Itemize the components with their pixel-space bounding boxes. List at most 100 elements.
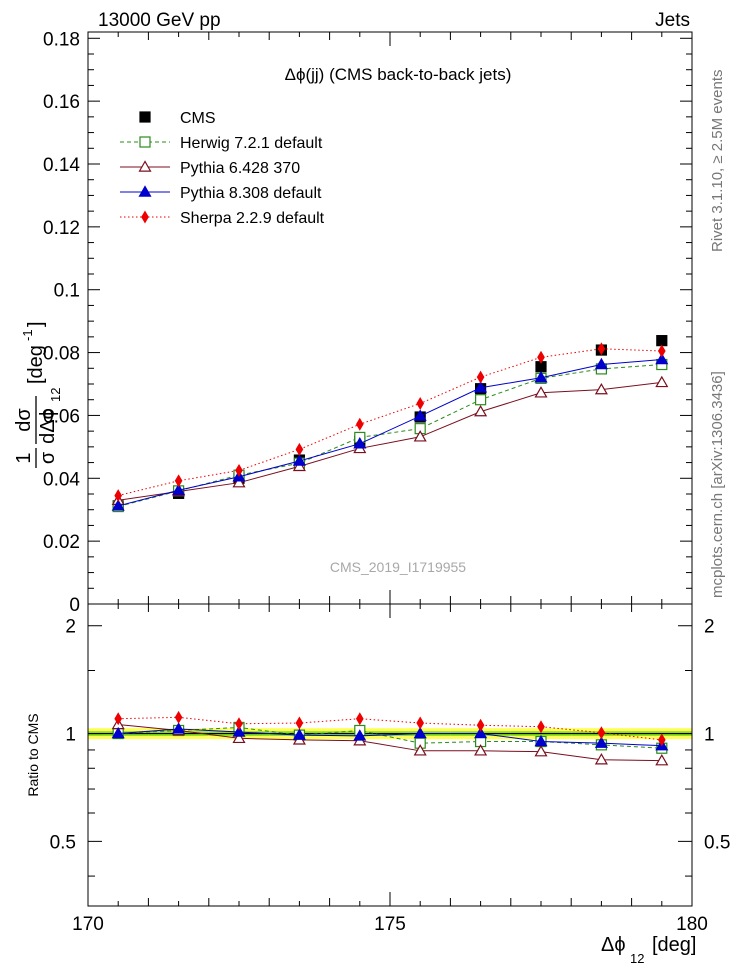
main-point-pythia-6-428-370: [232, 475, 246, 488]
main-y-tick-label: 0.12: [43, 218, 80, 239]
ylabel-unit: [deg: [25, 345, 47, 384]
legend-marker: [138, 185, 152, 197]
ylabel-fraction-numerator: 1: [13, 452, 35, 463]
ratio-point-sherpa-2-2-9-default: [537, 720, 545, 734]
rivet-label: Rivet 3.1.10, ≥ 2.5M events: [709, 70, 726, 253]
main-point-pythia-6-428-370: [594, 382, 608, 395]
ratio-point-pythia-8-308-default: [353, 729, 367, 741]
main-point-pythia-6-428-370: [413, 430, 427, 442]
ratio-point-pythia-6-428-370: [534, 744, 548, 757]
main-point-pythia-8-308-default: [353, 437, 367, 449]
ratio-point-pythia-8-308-default: [232, 725, 246, 737]
ratio-point-pythia-8-308-default: [594, 736, 608, 748]
main-point-sherpa-2-2-9-default: [174, 474, 183, 488]
ylabel-derivative-subscript: 12: [48, 388, 63, 402]
ratio-x-tick-label: 175: [374, 914, 406, 935]
main-line-pythia-6-428-370: [118, 381, 662, 501]
ratio-frame: [87, 603, 693, 907]
main-point-sherpa-2-2-9-default: [235, 463, 243, 477]
ratio-panel: 0.5 0.5 1 12 2 170 175 180 Ratio to CMS Δϕ 12 …: [25, 603, 730, 966]
main-point-pythia-6-428-370: [474, 404, 488, 417]
main-point-sherpa-2-2-9-default: [597, 342, 606, 356]
ylabel-fraction-denominator: σ: [37, 451, 59, 464]
main-point-sherpa-2-2-9-default: [416, 397, 425, 410]
main-y-tick-label: 0.16: [43, 92, 80, 113]
legend-item-herwig-7-2-1-default: Herwig 7.2.1 default: [120, 135, 323, 152]
ratio-series: [111, 710, 669, 766]
xlabel-subscript: 12: [630, 951, 644, 966]
ratio-point-sherpa-2-2-9-default: [235, 717, 243, 731]
ratio-point-pythia-8-308-default: [413, 726, 427, 739]
main-y-ticks: 0 0.02 0.04 0.06 0.08 0.1 0.12 0.14 0.16 0.18: [43, 29, 692, 616]
main-y-tick-label: 0.04: [43, 469, 80, 490]
ratio-line-pythia-6-428-370: [118, 723, 662, 762]
legend-item-pythia-8-308-default: Pythia 8.308 default: [120, 185, 322, 202]
ratio-y-tick-label: 2: [65, 617, 76, 638]
main-point-herwig-7-2-1-default: [475, 394, 487, 406]
ratio-point-sherpa-2-2-9-default: [114, 712, 123, 726]
ratio-line-herwig-7-2-1-default: [118, 726, 662, 749]
main-point-pythia-8-308-default: [594, 357, 608, 370]
legend-label: Pythia 6.428 370: [180, 160, 300, 177]
ylabel-unit-exponent: -1: [20, 329, 35, 341]
ylabel-derivative-denominator: dΔϕ: [37, 408, 59, 444]
main-frame: [87, 31, 693, 605]
ratio-y-ticks: 0.5 0.5 1 1 2 2: [50, 617, 730, 877]
xlabel-unit: [deg]: [652, 934, 696, 956]
ratio-point-pythia-6-428-370: [594, 753, 608, 765]
main-point-cms: [656, 335, 668, 347]
main-y-axis-label: 1 σ dσ dΔϕ 12 [deg -1 ]: [13, 321, 63, 468]
main-y-tick-label: 0.14: [43, 155, 80, 176]
main-point-pythia-8-308-default: [413, 409, 427, 421]
main-point-pythia-6-428-370: [534, 386, 548, 398]
xlabel-main: Δϕ: [601, 934, 626, 956]
ratio-point-pythia-8-308-default: [172, 722, 186, 734]
ratio-point-sherpa-2-2-9-default: [355, 712, 364, 726]
legend-item-sherpa-2-2-9-default: Sherpa 2.2.9 default: [120, 210, 325, 227]
main-line-sherpa-2-2-9-default: [118, 348, 662, 497]
watermark: CMS_2019_I1719955: [330, 559, 466, 575]
ratio-point-pythia-6-428-370: [232, 731, 246, 744]
legend-marker: [139, 136, 151, 148]
ratio-point-sherpa-2-2-9-default: [657, 733, 666, 747]
ratio-point-pythia-6-428-370: [474, 744, 488, 756]
main-panel: 0 0.02 0.04 0.06 0.08 0.1 0.12 0.14 0.16 0.18 CMS…: [13, 29, 693, 616]
main-series: [111, 335, 669, 513]
main-x-ticks: [87, 32, 693, 604]
ratio-point-pythia-6-428-370: [655, 753, 669, 766]
ratio-line-pythia-8-308-default: [118, 728, 662, 747]
legend-item-cms: CMS: [139, 110, 216, 127]
ratio-point-sherpa-2-2-9-default: [174, 710, 183, 724]
ratio-y-axis-label: Ratio to CMS: [25, 713, 41, 796]
ratio-y-tick-label: 1: [65, 725, 76, 746]
main-y-tick-label: 0.18: [43, 29, 80, 50]
main-point-sherpa-2-2-9-default: [476, 370, 485, 384]
ratio-x-ticks: 170 175 180: [72, 604, 708, 935]
x-axis-label: Δϕ 12 [deg]: [601, 934, 696, 966]
main-y-tick-label: 0.02: [43, 532, 80, 553]
ratio-y-tick-label: 0.5: [50, 832, 76, 853]
main-point-sherpa-2-2-9-default: [295, 442, 304, 456]
ratio-point-pythia-8-308-default: [292, 728, 306, 740]
main-y-tick-label: 0.1: [54, 281, 80, 302]
ratio-y-tick-label-right: 0.5: [704, 832, 730, 853]
ratio-line-sherpa-2-2-9-default: [118, 716, 662, 741]
main-y-tick-label: 0.06: [43, 406, 80, 427]
ratio-point-sherpa-2-2-9-default: [295, 716, 304, 730]
legend-marker: [141, 210, 149, 224]
main-y-tick-label: 0.08: [43, 344, 80, 365]
mcplots-label: mcplots.cern.ch [arXiv:1306.3436]: [709, 371, 726, 598]
main-point-sherpa-2-2-9-default: [355, 417, 364, 431]
ratio-point-sherpa-2-2-9-default: [476, 718, 485, 732]
ratio-point-sherpa-2-2-9-default: [597, 726, 606, 740]
legend-label: CMS: [180, 110, 216, 127]
legend: CMS Herwig 7.2.1 default Pythia 6.428 370 P…: [120, 110, 325, 227]
main-point-pythia-8-308-default: [111, 499, 125, 511]
main-line-pythia-8-308-default: [118, 358, 662, 507]
header-right: Jets: [655, 10, 690, 31]
legend-marker: [138, 160, 152, 172]
legend-label: Pythia 8.308 default: [180, 185, 322, 202]
main-point-pythia-8-308-default: [292, 454, 306, 466]
legend-item-pythia-6-428-370: Pythia 6.428 370: [120, 160, 300, 177]
